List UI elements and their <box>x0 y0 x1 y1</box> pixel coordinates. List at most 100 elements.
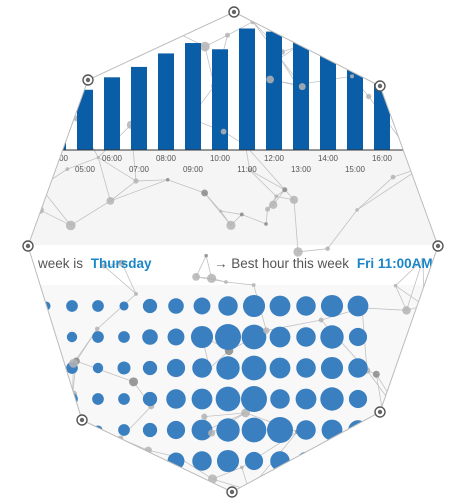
tick-label: 09:00 <box>183 165 204 174</box>
bubble <box>119 301 129 311</box>
network-node <box>293 247 303 257</box>
octagon-vertices <box>22 6 444 498</box>
bubble <box>348 389 368 409</box>
network-edge <box>54 34 95 81</box>
network-edge <box>327 209 358 249</box>
bubble <box>320 325 344 349</box>
network-edge <box>89 12 95 35</box>
bubble <box>42 395 50 403</box>
bar-07:00 <box>131 66 147 150</box>
bubble <box>93 425 103 435</box>
bubble <box>347 295 369 317</box>
network-node <box>224 280 228 284</box>
network-edge <box>90 27 95 35</box>
vertex-node-core <box>435 243 441 249</box>
bubble <box>166 358 186 378</box>
network-node <box>402 306 411 315</box>
network-node <box>157 21 161 26</box>
bubble <box>218 296 238 316</box>
bubble <box>166 389 186 409</box>
network-edge <box>121 262 137 295</box>
vertex-node-core <box>79 417 85 423</box>
network-node <box>355 208 359 212</box>
network-node <box>289 195 299 204</box>
network-node <box>65 167 70 171</box>
bar-14:00 <box>320 46 336 150</box>
network-edge <box>249 169 285 191</box>
network-node <box>264 222 268 226</box>
network-edge <box>395 259 424 286</box>
network-node <box>201 413 208 420</box>
bubble <box>92 362 104 374</box>
network-edge <box>204 412 246 418</box>
network-edge <box>119 438 133 474</box>
network-edge <box>70 200 111 226</box>
bubble <box>267 417 293 443</box>
best-hour-value: Fri 11:00AM <box>357 256 433 271</box>
network-node <box>201 189 208 197</box>
bubble <box>118 424 130 436</box>
network-node <box>390 174 396 180</box>
network-edge <box>135 179 168 182</box>
network-edge <box>29 84 45 135</box>
network-edge <box>220 210 242 215</box>
bubble <box>118 331 130 343</box>
network-node <box>251 283 256 287</box>
network-node <box>106 196 115 205</box>
network-node <box>65 220 76 231</box>
network-edge <box>89 12 92 29</box>
network-edge <box>293 199 299 252</box>
bubble <box>167 452 185 470</box>
network-edge <box>356 176 394 211</box>
bubble <box>296 327 316 347</box>
network-edge <box>212 467 242 480</box>
bubble <box>167 328 185 346</box>
bubble <box>142 360 158 376</box>
tick-label: 11:00 <box>237 165 257 174</box>
bubble <box>270 389 290 409</box>
vertex-node-core <box>85 77 91 83</box>
bubble <box>193 297 211 315</box>
bubble <box>320 294 344 318</box>
network-node <box>38 185 45 193</box>
network-edge <box>52 437 92 489</box>
network-node <box>239 465 244 470</box>
network-node <box>389 466 396 473</box>
network-edge <box>297 248 328 253</box>
network-edge <box>53 27 92 80</box>
best-day-value: Thursday <box>91 256 152 271</box>
network-edge <box>406 259 424 311</box>
network-edge <box>225 281 254 286</box>
network-node <box>38 177 45 184</box>
network-node <box>226 220 236 230</box>
network-node <box>165 177 170 182</box>
network-edge <box>110 179 168 202</box>
bubble <box>296 358 316 378</box>
bubble <box>118 393 130 405</box>
network-edge <box>67 157 99 170</box>
bar-11:00 <box>239 28 255 150</box>
network-node <box>239 212 244 217</box>
network-node <box>421 257 425 262</box>
best-hour-prefix: → Best hour this week <box>214 256 349 271</box>
bubble <box>242 294 266 318</box>
network-node <box>219 209 223 213</box>
tick-label: 16:00 <box>372 154 393 163</box>
network-edge <box>39 180 42 210</box>
network-node <box>118 259 126 267</box>
network-node <box>418 164 425 171</box>
network-edge <box>98 157 137 182</box>
best-hour-insight: → Best hour this week Fri 11:00AM <box>214 256 433 271</box>
network-edge <box>39 209 71 226</box>
network-edge <box>96 293 137 330</box>
network-node <box>94 326 100 332</box>
network-node <box>405 423 414 432</box>
network-node <box>241 408 251 418</box>
network-edge <box>362 307 407 311</box>
tick-label: 13:00 <box>291 165 312 174</box>
network-edge <box>28 84 31 130</box>
bubble <box>349 452 367 470</box>
tick-label: 14:00 <box>318 154 339 163</box>
network-node <box>129 377 139 387</box>
bubble <box>142 422 158 438</box>
